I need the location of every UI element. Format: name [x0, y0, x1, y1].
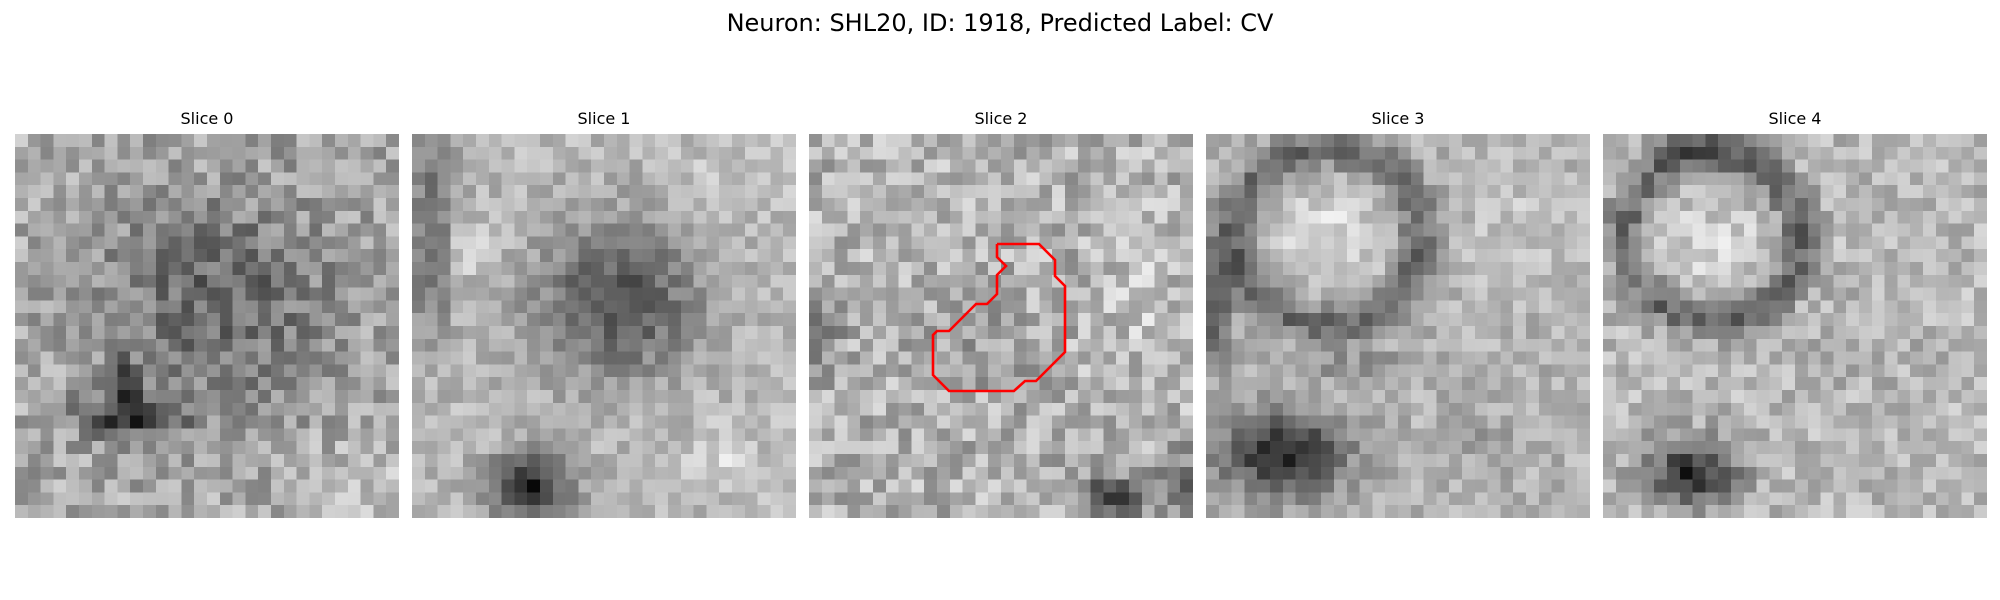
figure-title: Neuron: SHL20, ID: 1918, Predicted Label… — [726, 9, 1274, 37]
slice-image-3 — [1206, 134, 1590, 518]
slice-title-4: Slice 4 — [1768, 109, 1822, 128]
slice-title-3: Slice 3 — [1371, 109, 1425, 128]
slice-title-0: Slice 0 — [180, 109, 234, 128]
slice-image-4 — [1603, 134, 1987, 518]
slice-image-2 — [809, 134, 1193, 518]
slice-image-0 — [15, 134, 399, 518]
slice-title-2: Slice 2 — [974, 109, 1028, 128]
slice-image-1 — [412, 134, 796, 518]
slice-title-1: Slice 1 — [577, 109, 631, 128]
